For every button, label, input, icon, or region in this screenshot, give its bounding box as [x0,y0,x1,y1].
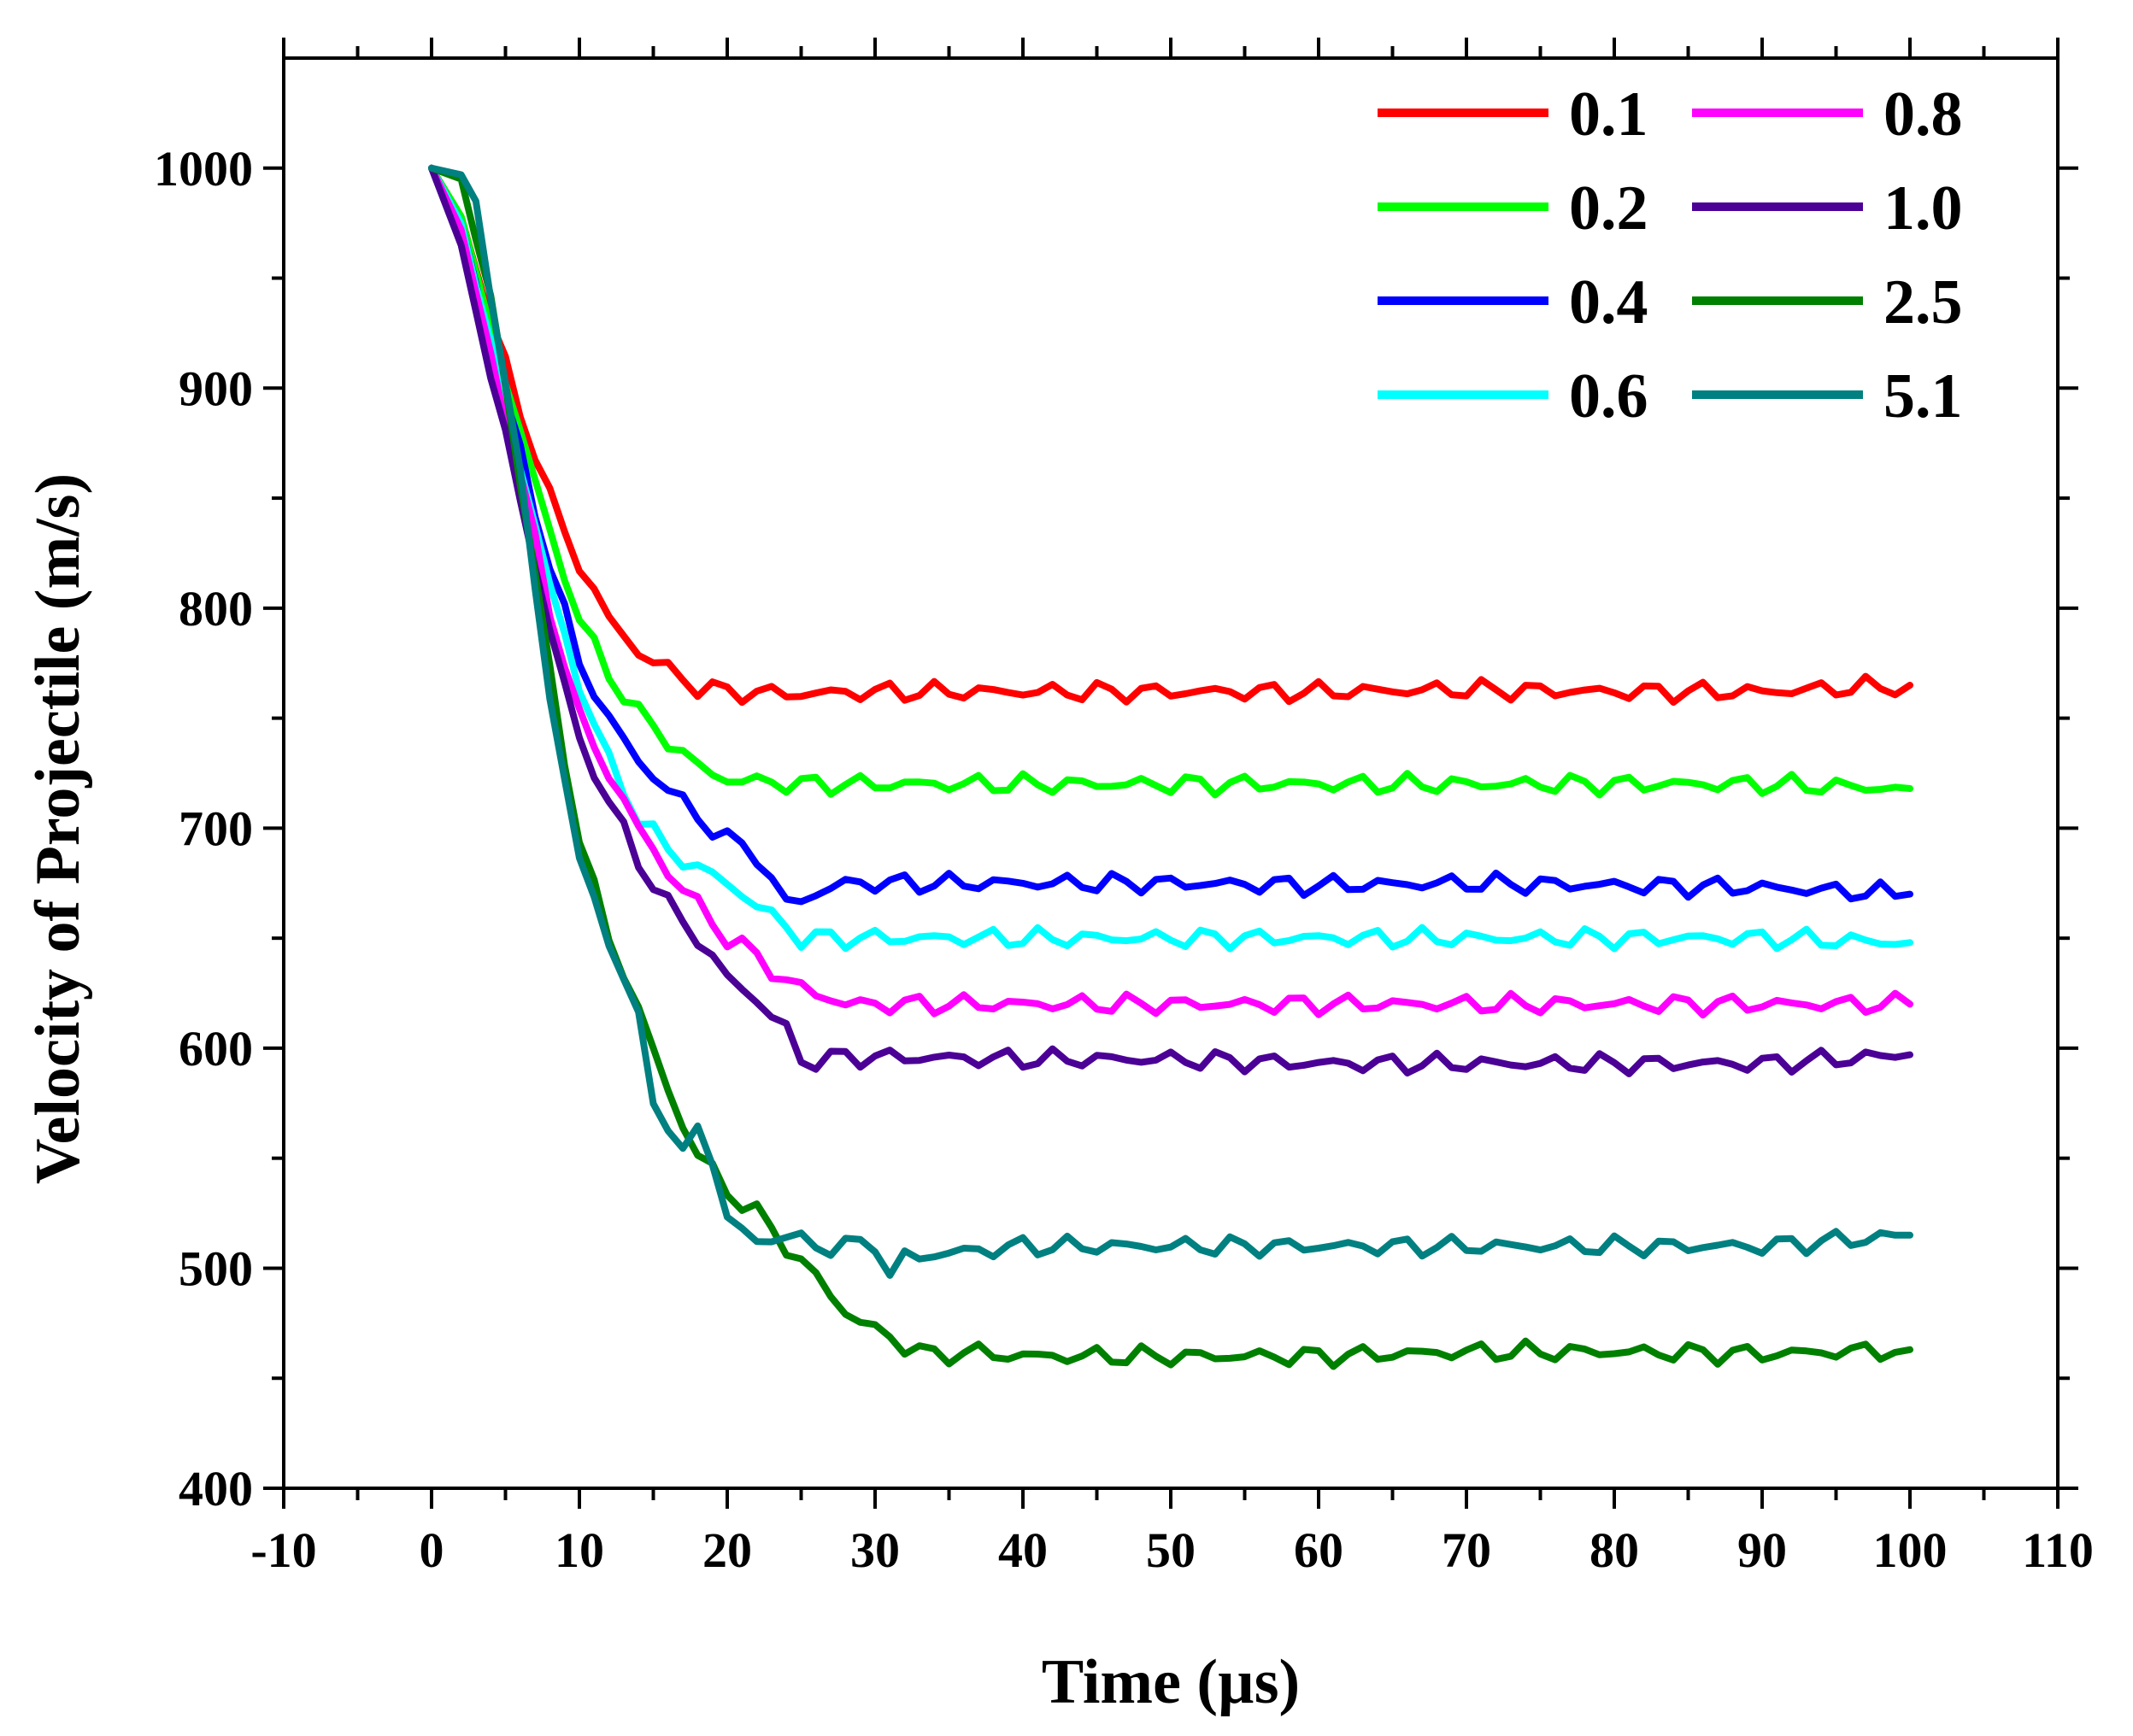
legend-label-0-8: 0.8 [1883,79,1963,150]
tick-layer [263,38,2078,1509]
y-tick-label: 900 [179,361,253,416]
legend-label-2-5: 2.5 [1883,267,1963,337]
series-line-0-2 [428,164,1913,799]
y-axis-title: Velocity of Projectile (m/s) [23,473,93,1184]
series-line-0-1 [428,164,1913,707]
y-tick-label: 800 [179,581,253,636]
legend-label-5-1: 5.1 [1883,361,1963,431]
x-tick-label: 30 [850,1522,900,1578]
tick-label-layer: -10 0 10 20 30 40 50 60 70 80 90 100 110 400 500 600 700… [154,141,2094,1578]
legend-label-0-6: 0.6 [1569,361,1648,431]
series-line-5-1 [428,164,1913,1279]
x-tick-label: 100 [1873,1522,1948,1578]
series-line-0-4 [428,164,1913,906]
y-tick-label: 1000 [154,141,253,196]
x-tick-label: 70 [1442,1522,1491,1578]
x-tick-label: -10 [250,1522,316,1578]
series-line-0-8 [428,164,1913,1019]
x-tick-label: 60 [1294,1522,1343,1578]
x-tick-label: 80 [1589,1522,1639,1578]
y-tick-label: 400 [179,1461,253,1516]
plot-frame [282,56,2060,1490]
series-line-0-6 [428,164,1913,953]
legend-label-1-0: 1.0 [1883,173,1963,243]
x-tick-label: 20 [702,1522,752,1578]
legend: 0.1 0.2 0.4 0.6 0.8 1.0 2.5 5.1 [1378,79,1963,431]
series-line-1-0 [428,164,1913,1077]
legend-label-0-1: 0.1 [1569,79,1648,150]
x-tick-label: 90 [1737,1522,1787,1578]
series-line-2-5 [428,164,1913,1370]
y-tick-label: 600 [179,1021,253,1076]
legend-label-0-2: 0.2 [1569,173,1648,243]
x-axis-title: Time (µs) [1042,1647,1300,1717]
x-tick-label: 0 [420,1522,444,1578]
y-tick-label: 700 [179,801,253,856]
x-tick-label: 10 [555,1522,604,1578]
x-tick-label: 40 [998,1522,1048,1578]
series-layer [428,164,1913,1370]
y-tick-label: 500 [179,1240,253,1296]
x-tick-label: 50 [1146,1522,1196,1578]
legend-label-0-4: 0.4 [1569,267,1648,337]
x-tick-label: 110 [2022,1522,2094,1578]
